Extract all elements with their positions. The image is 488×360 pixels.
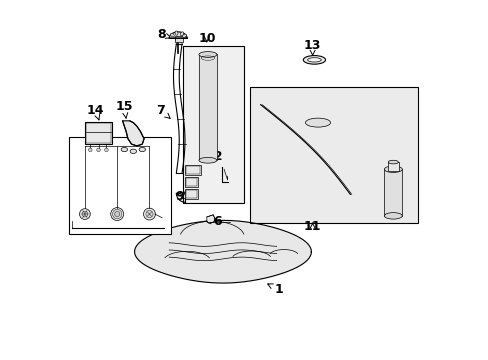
Circle shape: [88, 148, 92, 152]
Bar: [184, 177, 198, 187]
Ellipse shape: [143, 208, 155, 220]
Polygon shape: [122, 121, 144, 146]
Ellipse shape: [303, 55, 325, 64]
Bar: [184, 189, 198, 199]
Text: 12: 12: [205, 150, 223, 163]
Text: 11: 11: [303, 220, 321, 233]
Bar: [69, 137, 171, 234]
Bar: [183, 45, 244, 203]
Bar: [86, 123, 110, 143]
Circle shape: [97, 148, 100, 152]
Ellipse shape: [180, 32, 183, 36]
Text: 6: 6: [206, 215, 222, 228]
Polygon shape: [206, 215, 214, 223]
Ellipse shape: [199, 157, 217, 163]
Ellipse shape: [307, 58, 321, 62]
Bar: [85, 122, 112, 144]
Ellipse shape: [139, 147, 145, 152]
Ellipse shape: [121, 147, 127, 152]
Circle shape: [104, 148, 108, 152]
Bar: [184, 165, 201, 175]
Bar: [185, 166, 199, 174]
Text: 5: 5: [141, 166, 150, 183]
Ellipse shape: [384, 213, 402, 219]
Ellipse shape: [384, 166, 402, 172]
Text: 2: 2: [130, 154, 139, 172]
Text: 3: 3: [78, 166, 86, 183]
Polygon shape: [134, 220, 311, 283]
Ellipse shape: [82, 211, 88, 217]
Text: 4: 4: [109, 166, 118, 183]
Ellipse shape: [175, 31, 178, 35]
Ellipse shape: [387, 160, 398, 164]
Text: 1: 1: [267, 283, 283, 296]
Ellipse shape: [112, 210, 122, 219]
Text: 15: 15: [115, 100, 133, 118]
Text: 9: 9: [175, 190, 186, 203]
Ellipse shape: [170, 33, 174, 37]
Text: 7: 7: [156, 104, 170, 118]
Bar: [387, 162, 398, 171]
Bar: [384, 169, 402, 216]
Ellipse shape: [199, 51, 217, 57]
Polygon shape: [169, 32, 187, 39]
Bar: [175, 36, 183, 42]
Ellipse shape: [305, 118, 330, 127]
Text: 14: 14: [87, 104, 104, 120]
Bar: [185, 178, 197, 186]
Bar: [249, 87, 418, 223]
Bar: [185, 190, 197, 198]
Bar: [199, 54, 217, 160]
Ellipse shape: [175, 38, 183, 41]
Ellipse shape: [110, 208, 123, 221]
Ellipse shape: [182, 34, 186, 37]
Text: 10: 10: [198, 32, 215, 45]
Ellipse shape: [130, 149, 136, 153]
Text: 8: 8: [157, 28, 171, 41]
Ellipse shape: [115, 212, 120, 217]
Text: 13: 13: [304, 39, 321, 55]
Ellipse shape: [80, 209, 90, 220]
Ellipse shape: [145, 211, 153, 218]
